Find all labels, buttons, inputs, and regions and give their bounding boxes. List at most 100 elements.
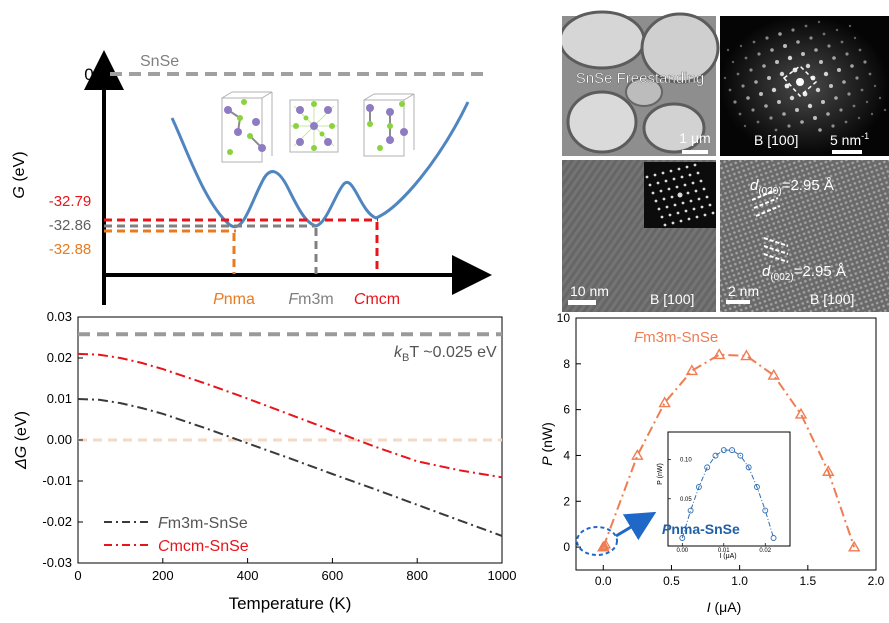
pnma-power-marker bbox=[679, 535, 686, 541]
diffraction-spot bbox=[870, 112, 874, 116]
fm3m-crystal-structure bbox=[289, 99, 339, 153]
diffraction-spot bbox=[819, 60, 823, 64]
x-tick-label: 0.0 bbox=[595, 574, 612, 588]
diffraction-spot bbox=[782, 112, 786, 116]
y-tick-label: -0.02 bbox=[42, 514, 72, 529]
fm3m-power-marker bbox=[822, 465, 835, 476]
diffraction-spot bbox=[733, 100, 737, 104]
fft-spot bbox=[679, 219, 683, 223]
diffraction-spot bbox=[814, 48, 818, 52]
diffraction-spot bbox=[787, 55, 793, 61]
tem-10nm-image: 10 nm B [100] bbox=[562, 160, 716, 312]
pnma-zoom-circle bbox=[576, 526, 618, 556]
fft-spot bbox=[693, 163, 697, 167]
diffraction-spot bbox=[791, 28, 795, 32]
fft-spot bbox=[692, 207, 696, 211]
delta-g-ticks: 0 200 400 600 800 1000 0.03 0.02 0.01 0.00 -0.01 -0… bbox=[42, 309, 516, 583]
fft-spot bbox=[708, 203, 712, 207]
x-tick-label: 1.5 bbox=[799, 574, 816, 588]
fm3m-power-marker bbox=[794, 407, 808, 419]
scale-label-2nm: 2 nm bbox=[728, 283, 759, 299]
pnma-power-marker bbox=[754, 484, 760, 490]
diffraction-spot bbox=[764, 104, 768, 108]
snse-reference-label: SnSe bbox=[140, 53, 179, 70]
diffraction-spot bbox=[771, 87, 777, 93]
fm3m-power-marker bbox=[767, 368, 780, 380]
x-tick-label: 0 bbox=[74, 568, 81, 583]
diffraction-spot bbox=[728, 88, 732, 92]
diffraction-spot bbox=[818, 128, 822, 132]
inset-y-label: P (nW) bbox=[657, 463, 664, 485]
pnma-inset-ticks: 0.00 0.01 0.02 0.05 0.10 bbox=[668, 458, 772, 554]
fft-spot bbox=[657, 207, 661, 211]
diffraction-spot bbox=[769, 116, 773, 120]
scale-bar-1um bbox=[682, 150, 708, 154]
diffraction-spot bbox=[775, 60, 779, 64]
diffraction-spot bbox=[817, 20, 821, 24]
diffraction-spot bbox=[759, 92, 763, 96]
diffraction-spot bbox=[746, 96, 750, 100]
fft-spot bbox=[684, 209, 688, 213]
diffraction-spot bbox=[777, 100, 781, 104]
fft-spot bbox=[664, 179, 668, 183]
fft-spot bbox=[648, 183, 652, 187]
scale-bar-5nm-inv bbox=[832, 150, 862, 154]
pnma-power-marker bbox=[695, 484, 702, 490]
y-tick-label: -0.03 bbox=[42, 555, 72, 570]
diffraction-spot bbox=[796, 40, 800, 44]
fft-spot bbox=[694, 189, 698, 193]
y-tick-label: 2 bbox=[563, 494, 570, 508]
diffraction-spot bbox=[845, 52, 849, 56]
x-tick-label: 1.0 bbox=[731, 574, 748, 588]
pnma-inset-series bbox=[679, 447, 777, 541]
tem-image-grid-svg: SnSe Freestanding 1 μm B [100] 5 nm-1 10… bbox=[558, 10, 889, 312]
cmcm-crystal-structure bbox=[363, 93, 415, 157]
diffraction-spot bbox=[853, 36, 857, 40]
scale-bar-2nm bbox=[726, 300, 750, 304]
pnma-origin-marker bbox=[599, 540, 610, 550]
diffraction-spot bbox=[873, 84, 877, 88]
diffraction-spot bbox=[738, 112, 742, 116]
diffraction-scale-label: 5 nm-1 bbox=[830, 131, 869, 148]
pnma-power-marker bbox=[720, 447, 727, 454]
diffraction-spot bbox=[779, 71, 785, 77]
diffraction-spot bbox=[800, 120, 804, 124]
diffraction-zone-axis: B [100] bbox=[754, 132, 798, 148]
fft-spot bbox=[673, 203, 677, 207]
pnma-origin-marker bbox=[600, 539, 612, 549]
fft-spot bbox=[651, 191, 655, 195]
y-tick-label: -0.01 bbox=[42, 473, 72, 488]
d020-fringe-markers bbox=[751, 189, 781, 217]
diffraction-spot bbox=[850, 64, 854, 68]
diffraction-spot bbox=[783, 44, 787, 48]
y-tick-label: 0.00 bbox=[47, 432, 72, 447]
diffraction-spot bbox=[855, 76, 859, 80]
fft-spot bbox=[676, 211, 680, 215]
diffraction-spot bbox=[774, 128, 778, 132]
diffraction-spot bbox=[834, 96, 838, 100]
x-tick-label: 0.5 bbox=[663, 574, 680, 588]
fft-spot bbox=[667, 187, 671, 191]
diffraction-spot bbox=[844, 120, 848, 124]
pnma-energy-label: -32.88 bbox=[49, 241, 92, 258]
fft-spot bbox=[677, 192, 683, 198]
y-tick-label: 6 bbox=[563, 403, 570, 417]
power-current-panel: 0.0 0.5 1.0 1.5 2.0 0 2 4 6 8 10 Fm3m-SnSe I (μA) … bbox=[539, 310, 889, 618]
fft-spot bbox=[677, 167, 681, 171]
diffraction-spot bbox=[852, 104, 856, 108]
scale-bar-10nm bbox=[568, 300, 596, 305]
diffraction-spot bbox=[767, 76, 771, 80]
fm3m-power-marker bbox=[658, 396, 671, 408]
diffraction-spot bbox=[736, 72, 740, 76]
diffraction-spot bbox=[857, 116, 861, 120]
diffraction-spot bbox=[787, 124, 791, 128]
inset-x-tick-label: 0.02 bbox=[759, 548, 771, 554]
zoom-arrow bbox=[615, 511, 657, 541]
fft-spot bbox=[669, 169, 673, 173]
inset-x-tick-label: 0.00 bbox=[676, 548, 688, 554]
fm3m-power-label: Fm3m-SnSe bbox=[634, 329, 718, 346]
diffraction-spot bbox=[743, 124, 747, 128]
diffraction-spot bbox=[858, 48, 862, 52]
diffraction-spot bbox=[868, 72, 872, 76]
